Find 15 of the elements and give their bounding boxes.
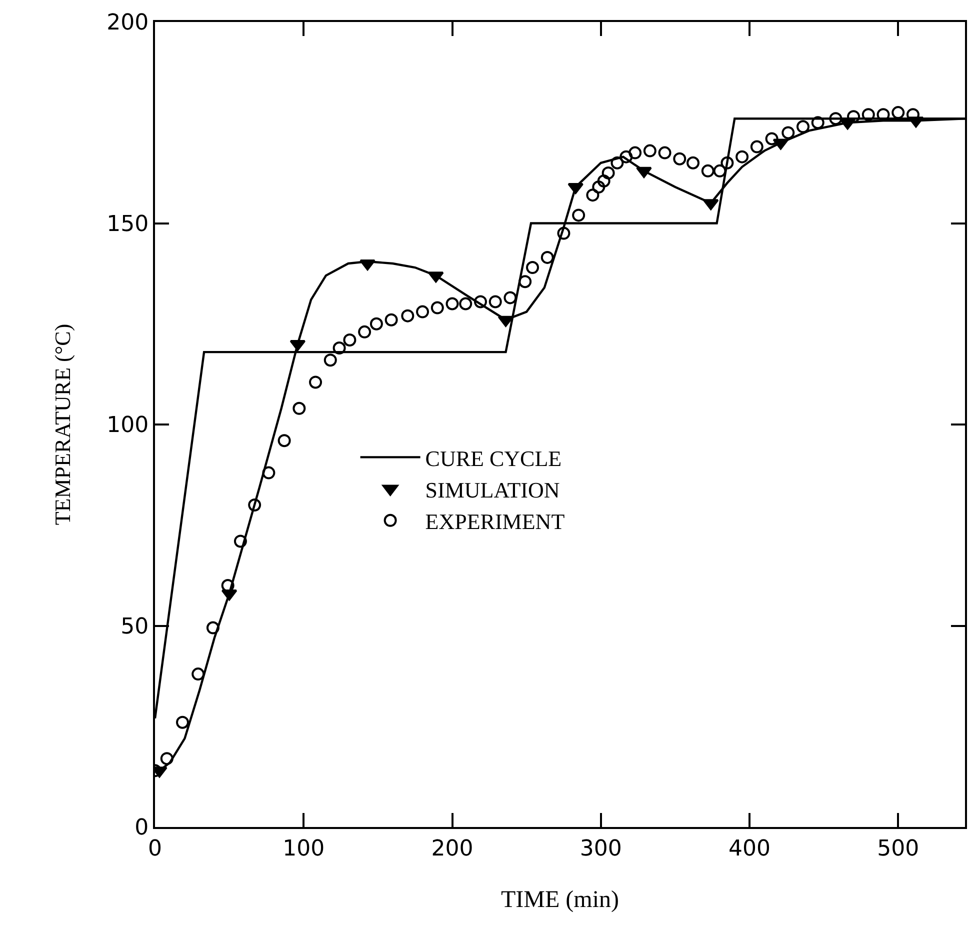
legend-label: SIMULATION xyxy=(425,477,560,502)
x-tick-label: 300 xyxy=(580,836,622,862)
y-tick-label: 100 xyxy=(106,413,149,438)
y-tick-label: 0 xyxy=(134,816,149,841)
x-tick-label: 400 xyxy=(728,836,770,862)
legend-label: EXPERIMENT xyxy=(425,508,566,534)
legend-label: CURE CYCLE xyxy=(425,446,562,471)
y-axis-title: TEMPERATURE (°C) xyxy=(50,324,75,526)
y-tick-label: 200 xyxy=(106,10,149,36)
x-tick-label: 200 xyxy=(431,836,474,862)
x-tick-label: 500 xyxy=(877,836,920,862)
y-tick-label: 50 xyxy=(120,614,149,640)
x-axis-title: TIME (min) xyxy=(501,887,619,914)
x-tick-label: 100 xyxy=(282,836,325,862)
y-tick-label: 150 xyxy=(106,212,149,237)
